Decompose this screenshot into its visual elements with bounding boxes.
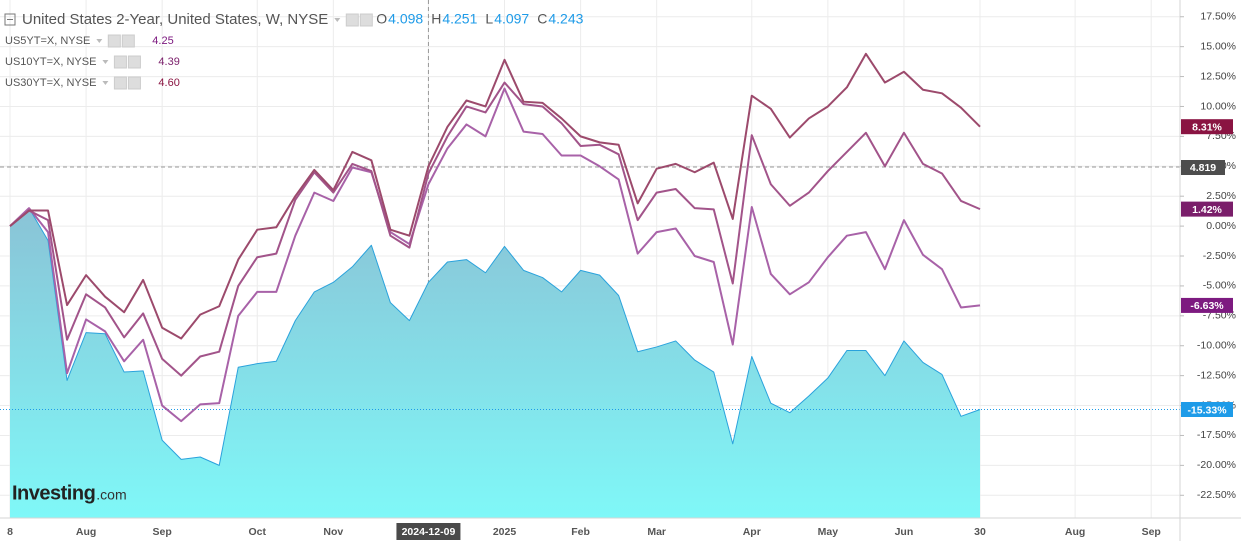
x-label-highlight <box>396 523 461 540</box>
y-tick-label: -20.00% <box>1197 459 1236 471</box>
legend-price: 4.25 <box>152 35 173 47</box>
ohlc-value: 4.243 <box>548 11 583 27</box>
legend-price: 4.39 <box>158 56 179 68</box>
value-label: 8.31% <box>1192 121 1222 133</box>
legend-entry: US5YT=X, NYSE <box>5 35 90 47</box>
settings-icon[interactable] <box>113 55 127 69</box>
watermark-brand: Investing <box>12 482 95 504</box>
x-tick-label: Feb <box>571 526 590 538</box>
legend-price: 4.60 <box>158 77 179 89</box>
y-tick-label: -22.50% <box>1197 489 1236 501</box>
settings-icon[interactable] <box>113 76 127 90</box>
value-label: 1.42% <box>1192 204 1222 216</box>
x-tick-label: Sep <box>153 526 172 538</box>
legend: United States 2-Year, United States, W, … <box>4 11 584 90</box>
x-tick-label: Mar <box>647 526 666 538</box>
legend-entry: US10YT=X, NYSE <box>5 56 96 68</box>
y-tick-label: -5.00% <box>1203 280 1236 292</box>
line <box>9 52 981 340</box>
y-tick-label: 15.00% <box>1200 40 1236 52</box>
value-label-box <box>1181 401 1233 417</box>
ohlc-key: O <box>376 11 387 27</box>
settings-icon[interactable] <box>359 13 373 27</box>
dropdown-icon[interactable] <box>334 18 341 22</box>
dropdown-icon[interactable] <box>96 39 103 43</box>
x-tick-label: 2024-12-09 <box>402 526 456 538</box>
ohlc-key: C <box>537 11 547 27</box>
y-tick-label: -10.00% <box>1197 340 1236 352</box>
x-tick-label: Nov <box>323 526 343 538</box>
y-tick-label: 10.00% <box>1200 100 1236 112</box>
legend-entry: US30YT=X, NYSE <box>5 77 96 89</box>
ohlc-value: 4.098 <box>388 11 423 27</box>
x-tick-label: Aug <box>76 526 96 538</box>
y-tick-label: 0.00% <box>1206 220 1236 232</box>
x-tick-label: Jun <box>895 526 914 538</box>
value-label-box <box>1181 297 1233 313</box>
y-tick-label: 17.50% <box>1200 11 1236 23</box>
ohlc-value: 4.097 <box>494 11 529 27</box>
value-label-box <box>1181 201 1233 217</box>
plot <box>0 52 1180 518</box>
x-tick-label: Apr <box>743 526 761 538</box>
ohlc-key: L <box>485 11 493 27</box>
x-tick-label: 30 <box>974 526 986 538</box>
x-tick-label: 2025 <box>493 526 517 538</box>
line <box>9 207 981 466</box>
x-tick-label: 8 <box>7 526 13 538</box>
y-tick-label: -2.50% <box>1203 250 1236 262</box>
crosshair-label: 4.819 <box>1190 162 1216 174</box>
settings-icon[interactable] <box>345 13 359 27</box>
y-tick-label: 12.50% <box>1200 70 1236 82</box>
line <box>9 81 981 377</box>
x-tick-label: Oct <box>249 526 267 538</box>
x-tick-label: Sep <box>1142 526 1161 538</box>
value-label: -6.63% <box>1190 300 1224 312</box>
dropdown-icon[interactable] <box>102 81 109 85</box>
ohlc-value: 4.251 <box>442 11 477 27</box>
settings-icon[interactable] <box>121 34 135 48</box>
settings-icon[interactable] <box>107 34 121 48</box>
area <box>10 208 981 518</box>
watermark-suffix: .com <box>96 487 126 503</box>
chart-title: United States 2-Year, United States, W, … <box>22 11 328 28</box>
dropdown-icon[interactable] <box>102 60 109 64</box>
x-tick-label: Aug <box>1065 526 1085 538</box>
ohlc-key: H <box>431 11 441 27</box>
value-label: -15.33% <box>1187 404 1227 416</box>
y-tick-label: -12.50% <box>1197 369 1236 381</box>
crosshair-label-box <box>1181 160 1225 175</box>
collapse-icon[interactable] <box>4 13 16 26</box>
settings-icon[interactable] <box>127 76 141 90</box>
value-label-box <box>1181 119 1233 135</box>
line <box>9 87 981 423</box>
y-tick-label: 2.50% <box>1206 190 1236 202</box>
y-tick-label: -17.50% <box>1197 429 1236 441</box>
x-tick-label: May <box>818 526 839 538</box>
settings-icon[interactable] <box>127 55 141 69</box>
